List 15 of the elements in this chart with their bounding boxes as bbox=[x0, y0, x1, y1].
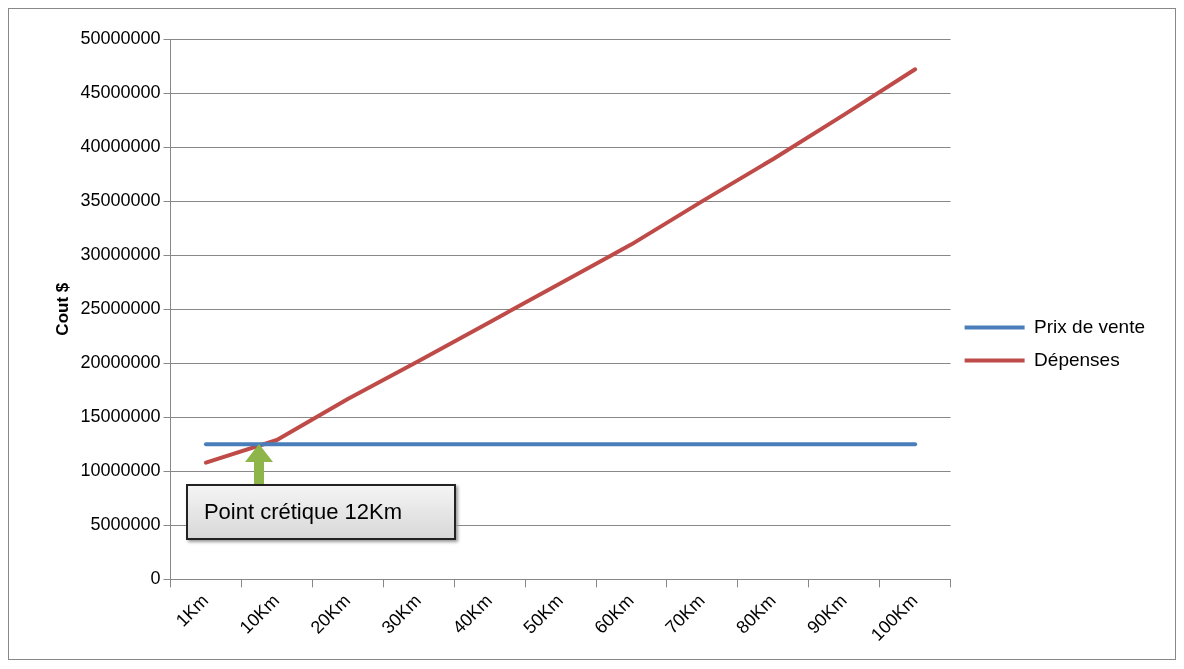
legend-label: Prix de vente bbox=[1034, 315, 1146, 337]
legend-label: Dépenses bbox=[1034, 348, 1120, 370]
y-tick-label: 45000000 bbox=[80, 82, 161, 103]
y-tick-label: 30000000 bbox=[80, 244, 161, 265]
y-tick-label: 40000000 bbox=[80, 136, 161, 157]
y-tick-label: 20000000 bbox=[80, 352, 161, 373]
y-axis-title: Cout $ bbox=[52, 282, 72, 336]
y-tick-label: 5000000 bbox=[90, 514, 161, 535]
y-tick-label: 35000000 bbox=[80, 190, 161, 211]
y-tick-label: 10000000 bbox=[80, 460, 161, 481]
y-tick-label: 0 bbox=[150, 568, 161, 589]
y-tick-label: 25000000 bbox=[80, 298, 161, 319]
y-tick-label: 50000000 bbox=[80, 27, 161, 48]
y-tick-label: 15000000 bbox=[80, 406, 161, 427]
callout-box: Point crétique 12Km bbox=[185, 483, 456, 540]
